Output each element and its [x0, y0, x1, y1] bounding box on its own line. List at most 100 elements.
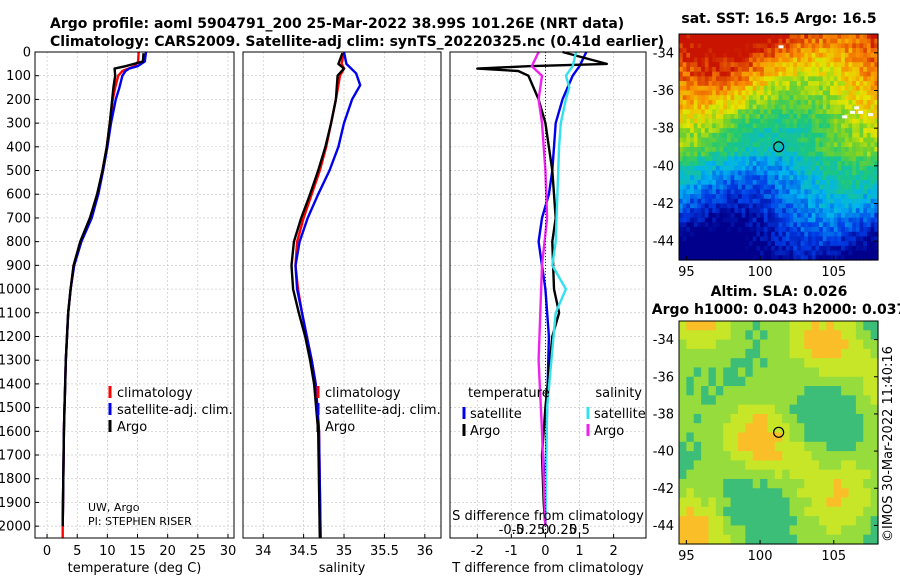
- map-cell: [866, 236, 872, 242]
- map-cell: [841, 52, 846, 59]
- map-cell: [870, 460, 879, 471]
- map-cell: [693, 367, 702, 378]
- map-cell: [815, 142, 820, 148]
- map-cell: [704, 198, 710, 205]
- map-cell: [833, 109, 839, 115]
- map-cell: [833, 321, 842, 331]
- map-cell: [730, 376, 739, 387]
- map-cell: [690, 236, 695, 242]
- map-cell: [848, 245, 853, 252]
- map-cell: [767, 217, 772, 223]
- map-cell: [866, 175, 872, 181]
- map-cell: [723, 358, 732, 369]
- map-cell: [863, 90, 868, 96]
- map-cell: [796, 198, 802, 205]
- map-cell: [819, 497, 828, 508]
- map-cell: [697, 62, 702, 68]
- map-cell: [815, 85, 820, 92]
- map-cell: [863, 386, 872, 396]
- y-tick-label: 900: [6, 259, 31, 274]
- map-cell: [830, 76, 835, 82]
- map-cell: [708, 395, 717, 406]
- map-cell: [712, 147, 717, 153]
- map-cell: [822, 128, 828, 134]
- map-cell: [774, 76, 780, 82]
- map-cell: [778, 81, 783, 87]
- map-cell: [756, 99, 761, 106]
- map-cell: [701, 376, 710, 387]
- map-cell: [756, 227, 761, 233]
- map-cell: [804, 236, 809, 242]
- map-cell: [826, 208, 831, 214]
- map-cell: [819, 194, 824, 200]
- map-cell: [841, 34, 846, 40]
- map-cell: [844, 104, 850, 110]
- map-cell: [789, 118, 794, 125]
- map-cell: [863, 128, 868, 134]
- map-cell: [704, 189, 710, 195]
- map-cell: [749, 241, 754, 247]
- map-cell: [701, 194, 706, 200]
- map-cell: [844, 118, 850, 125]
- map-cell: [774, 137, 780, 143]
- map-cell: [749, 38, 754, 45]
- map-cell: [730, 525, 739, 536]
- map-cell: [704, 236, 710, 242]
- map-cell: [789, 198, 794, 205]
- map-cell: [796, 90, 802, 96]
- map-cell: [863, 114, 868, 120]
- map-cell: [800, 137, 805, 143]
- map-cell: [726, 85, 732, 92]
- map-cell: [844, 217, 850, 223]
- map-cell: [822, 38, 828, 45]
- map-cell: [785, 76, 791, 82]
- map-cell: [712, 104, 717, 110]
- map-cell: [848, 62, 853, 68]
- map-cell: [712, 66, 717, 73]
- series-satellite-adj-clim-: [294, 51, 362, 539]
- map-cell: [796, 170, 802, 176]
- map-cell: [752, 52, 757, 59]
- sla-map-title: Altim. SLA: 0.026: [711, 284, 848, 300]
- map-cell: [763, 212, 769, 219]
- map-cell: [734, 104, 739, 110]
- map-cell: [796, 227, 802, 233]
- map-cell: [682, 241, 687, 247]
- map-cell: [782, 179, 787, 186]
- map-cell: [852, 227, 857, 233]
- map-cell: [737, 413, 746, 424]
- map-cell: [690, 241, 695, 247]
- map-cell: [771, 241, 776, 247]
- map-cell: [796, 367, 805, 378]
- map-cell: [848, 321, 857, 331]
- map-cell: [844, 142, 850, 148]
- map-cell: [870, 189, 875, 195]
- map-cell: [690, 189, 695, 195]
- map-cell: [782, 142, 787, 148]
- y-tick-label: 600: [6, 188, 31, 203]
- map-cell: [730, 175, 735, 181]
- map-cell: [833, 241, 839, 247]
- map-cell: [726, 137, 732, 143]
- map-cell: [771, 71, 776, 77]
- y-tick-label: 300: [6, 117, 31, 132]
- map-cell: [752, 386, 761, 396]
- map-cell: [841, 165, 846, 172]
- map-cell: [807, 147, 813, 153]
- map-cell: [811, 386, 820, 396]
- map-cell: [811, 404, 820, 415]
- map-cell: [745, 118, 750, 125]
- map-cell: [693, 217, 699, 223]
- map-frame: [678, 320, 879, 545]
- map-cell: [693, 57, 699, 63]
- map-cell: [782, 222, 787, 228]
- map-cell: [682, 212, 687, 219]
- map-cell: [782, 488, 791, 499]
- map-cell: [774, 423, 783, 434]
- map-cell: [774, 497, 783, 508]
- map-cell: [874, 57, 879, 63]
- map-cell: [756, 222, 761, 228]
- map-cell: [730, 57, 735, 63]
- map-cell: [679, 151, 684, 158]
- map-cell: [863, 71, 868, 77]
